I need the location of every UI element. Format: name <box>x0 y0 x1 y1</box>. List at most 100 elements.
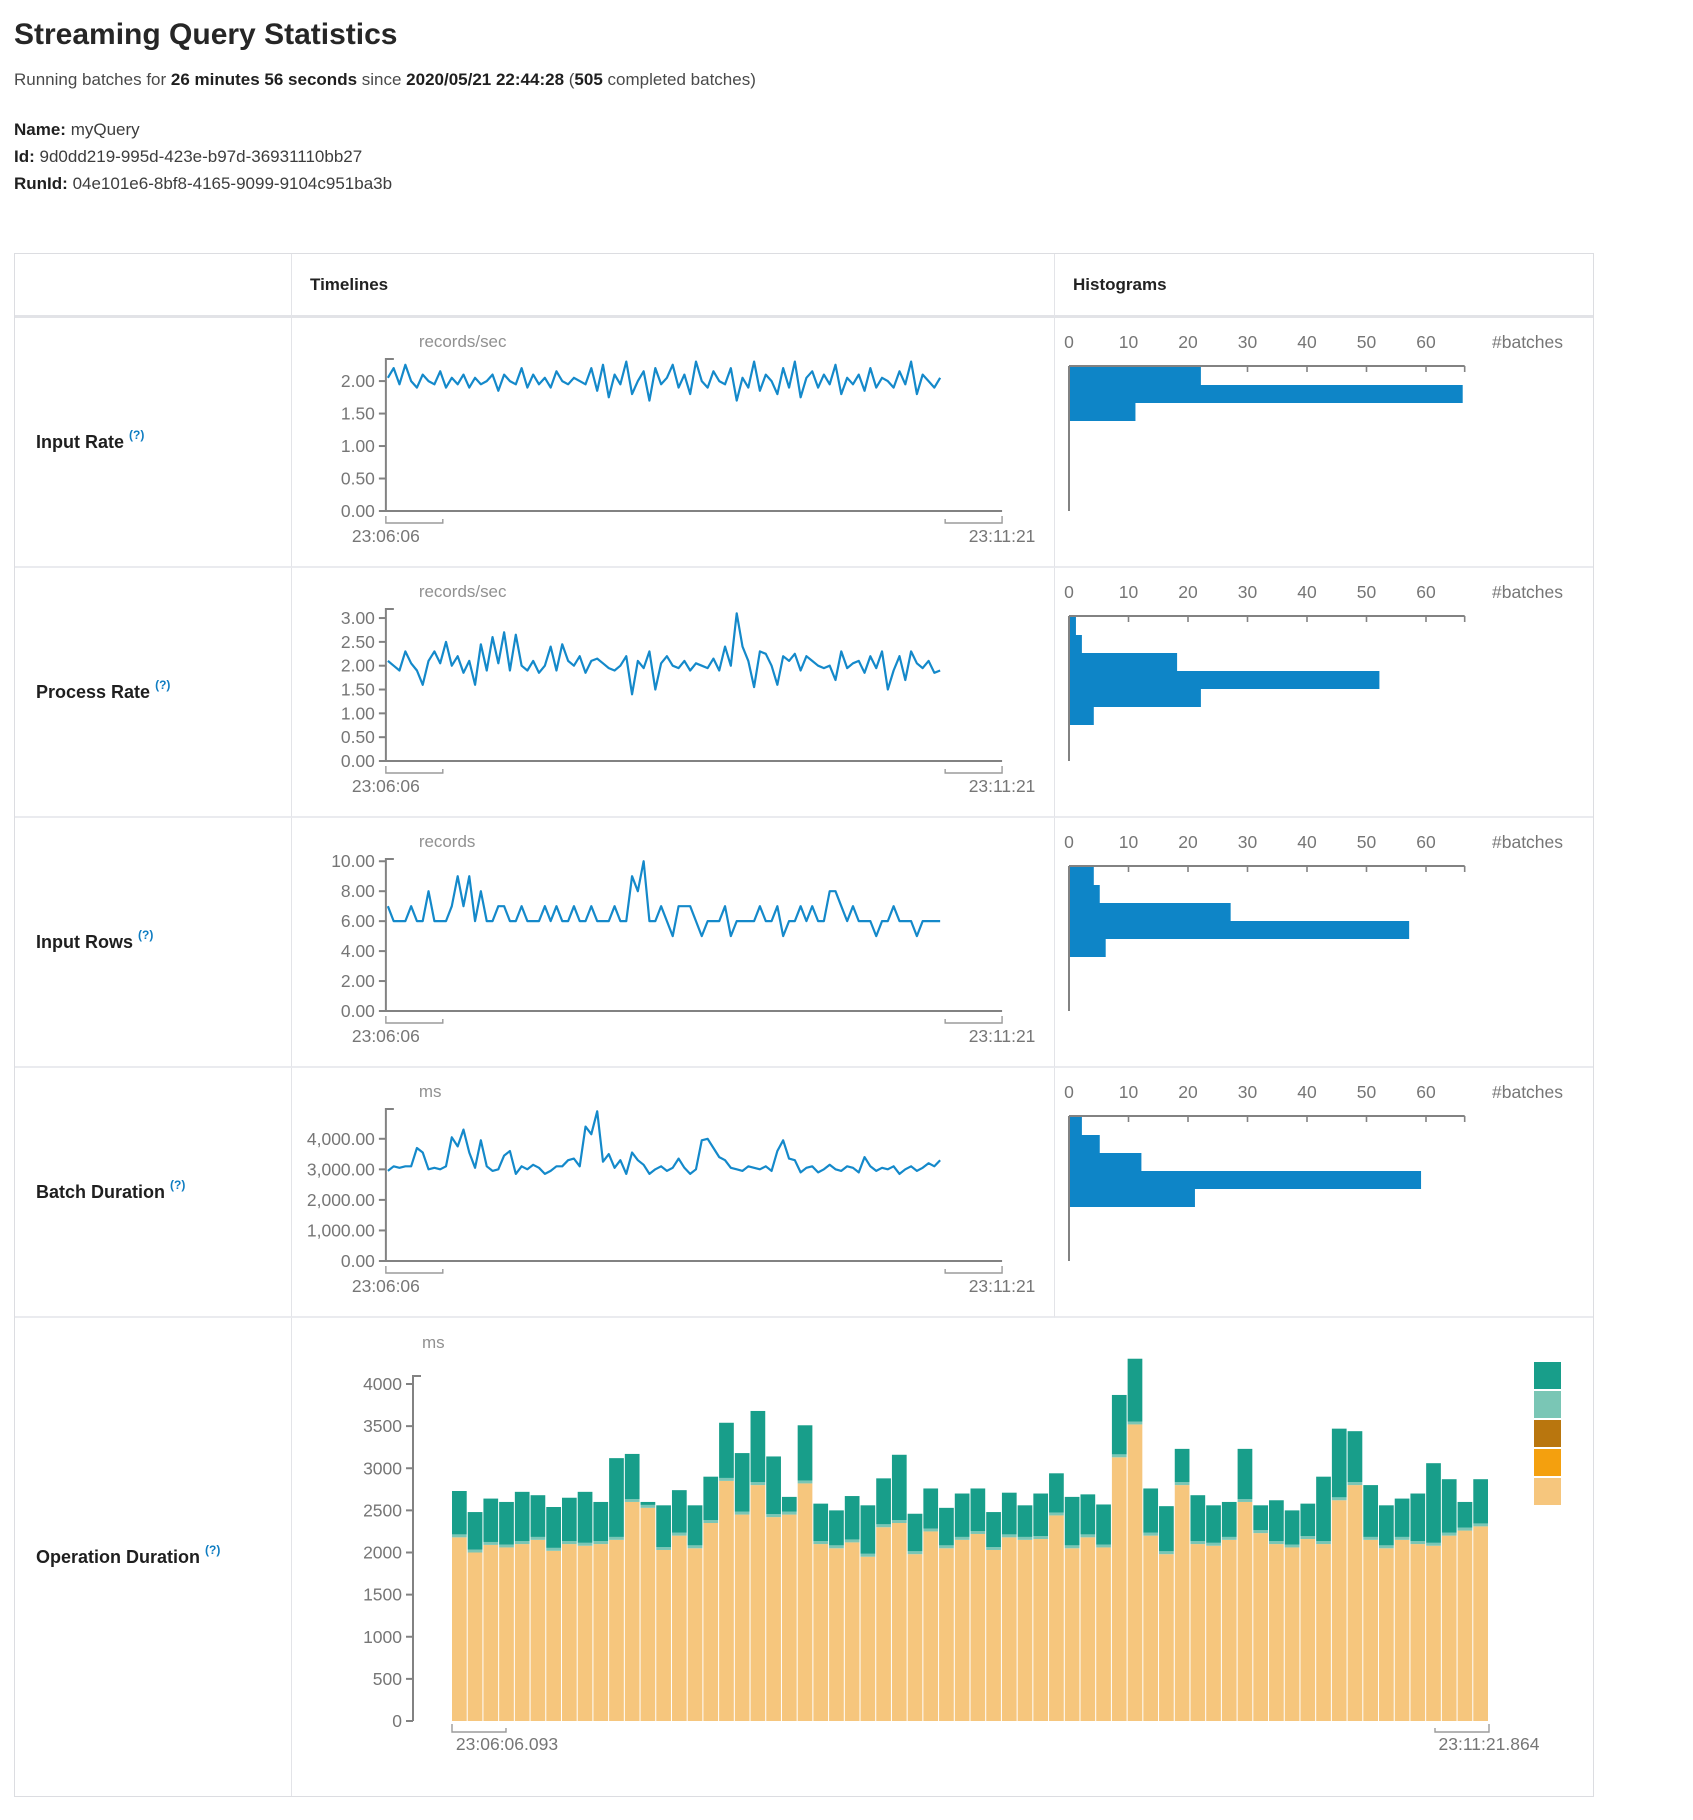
summary-duration: 26 minutes 56 seconds <box>170 70 358 89</box>
summary-paren-close: completed batches) <box>602 70 756 89</box>
svg-text:2.00: 2.00 <box>341 656 375 676</box>
query-name-line: Name: myQuery <box>14 116 1693 143</box>
svg-text:500: 500 <box>373 1669 402 1689</box>
batch-duration-timeline-chart: ms 0.00 1,000.00 2,000.00 3,000.00 4,000.00 23… <box>307 1082 1036 1296</box>
svg-text:0.00: 0.00 <box>341 1001 375 1021</box>
svg-text:#batches: #batches <box>1492 1082 1563 1102</box>
process-rate-help-icon[interactable]: (?) <box>155 678 171 692</box>
svg-text:3000: 3000 <box>363 1458 402 1478</box>
svg-text:23:06:06: 23:06:06 <box>352 526 420 546</box>
batch-duration-timeline-cell: ms 0.00 1,000.00 2,000.00 3,000.00 4,000.00 23… <box>292 1068 1055 1318</box>
svg-text:records/sec: records/sec <box>419 582 507 601</box>
svg-text:23:06:06.093: 23:06:06.093 <box>456 1734 558 1754</box>
query-runid-label: RunId: <box>14 174 68 193</box>
page-title: Streaming Query Statistics <box>14 18 398 51</box>
operation-duration-label: Operation Duration <box>36 1546 201 1567</box>
svg-text:2000: 2000 <box>363 1543 402 1563</box>
svg-text:20: 20 <box>1178 582 1198 602</box>
svg-text:1.00: 1.00 <box>341 436 375 456</box>
query-runid-value: 04e101e6-8bf8-4165-9099-9104c951ba3b <box>72 174 393 193</box>
svg-text:23:11:21: 23:11:21 <box>969 1026 1036 1046</box>
svg-text:0.00: 0.00 <box>341 1251 375 1271</box>
svg-text:2,000.00: 2,000.00 <box>307 1190 375 1210</box>
svg-text:60: 60 <box>1416 1082 1436 1102</box>
input-rate-timeline-chart: records/sec 0.00 0.50 1.00 1.50 2.00 23:06:06 2… <box>341 332 1036 546</box>
operation-duration-help-icon[interactable]: (?) <box>205 1543 221 1557</box>
svg-text:40: 40 <box>1297 582 1317 602</box>
svg-text:23:11:21.864: 23:11:21.864 <box>1439 1734 1540 1754</box>
svg-text:50: 50 <box>1357 582 1377 602</box>
row-label-operation-duration: Operation Duration (?) <box>15 1318 292 1796</box>
empty-header-cell <box>15 254 292 318</box>
svg-text:20: 20 <box>1178 832 1198 852</box>
svg-text:10: 10 <box>1119 832 1139 852</box>
svg-text:records: records <box>419 832 476 851</box>
svg-text:#batches: #batches <box>1492 332 1563 352</box>
process-rate-histogram-chart: 0 10 20 30 40 50 60 #batches <box>1064 582 1563 761</box>
input-rows-histogram-cell: 0 10 20 30 40 50 60 #batches <box>1055 818 1593 1068</box>
svg-text:30: 30 <box>1238 332 1258 352</box>
query-runid-line: RunId: 04e101e6-8bf8-4165-9099-9104c951b… <box>14 170 1693 197</box>
process-rate-timeline-chart: records/sec 0.00 0.50 1.00 1.50 2.00 2.50 3.00 2… <box>341 582 1035 796</box>
input-rows-timeline-chart: records 0.00 2.00 4.00 6.00 8.00 10.00 23:06:06… <box>331 832 1036 1046</box>
row-label-input-rows: Input Rows (?) <box>15 818 292 1068</box>
running-batches-summary: Running batches for 26 minutes 56 second… <box>14 70 1693 90</box>
svg-text:2500: 2500 <box>363 1500 402 1520</box>
svg-text:23:06:06: 23:06:06 <box>352 776 420 796</box>
svg-text:8.00: 8.00 <box>341 881 375 901</box>
input-rows-timeline-cell: records 0.00 2.00 4.00 6.00 8.00 10.00 23:06:06… <box>292 818 1055 1068</box>
svg-text:23:11:21: 23:11:21 <box>969 1276 1036 1296</box>
summary-mid: since <box>357 70 407 89</box>
operation-duration-legend-swatch <box>1534 1420 1561 1447</box>
svg-text:20: 20 <box>1178 1082 1198 1102</box>
svg-text:3500: 3500 <box>363 1416 402 1436</box>
operation-duration-stacked-chart: ms 0 500 1000 1500 2000 2500 3000 3500 4000 23:06:… <box>363 1333 1561 1754</box>
svg-text:50: 50 <box>1357 832 1377 852</box>
query-id-label: Id: <box>14 147 35 166</box>
query-info: Name: myQuery Id: 9d0dd219-995d-423e-b97… <box>14 116 1693 197</box>
query-id-line: Id: 9d0dd219-995d-423e-b97d-36931110bb27 <box>14 143 1693 170</box>
input-rows-help-icon[interactable]: (?) <box>138 928 154 942</box>
operation-duration-chart-cell: ms 0 500 1000 1500 2000 2500 3000 3500 4000 23:06:… <box>292 1318 1593 1796</box>
process-rate-timeline-cell: records/sec 0.00 0.50 1.00 1.50 2.00 2.50 3.00 2… <box>292 568 1055 818</box>
svg-text:2.50: 2.50 <box>341 632 375 652</box>
svg-text:40: 40 <box>1297 832 1317 852</box>
svg-text:4.00: 4.00 <box>341 941 375 961</box>
svg-text:10: 10 <box>1119 582 1139 602</box>
query-id-value: 9d0dd219-995d-423e-b97d-36931110bb27 <box>39 147 363 166</box>
svg-text:1.00: 1.00 <box>341 703 375 723</box>
svg-text:1.50: 1.50 <box>341 404 375 424</box>
svg-text:0.00: 0.00 <box>341 501 375 521</box>
svg-text:23:11:21: 23:11:21 <box>969 526 1036 546</box>
svg-text:60: 60 <box>1416 332 1436 352</box>
timelines-header: Timelines <box>292 254 1055 318</box>
svg-text:4000: 4000 <box>363 1374 402 1394</box>
histograms-header: Histograms <box>1055 254 1593 318</box>
batch-duration-help-icon[interactable]: (?) <box>170 1178 186 1192</box>
input-rows-label: Input Rows <box>36 931 133 952</box>
svg-text:ms: ms <box>422 1333 445 1352</box>
summary-completed-count: 505 <box>574 70 603 89</box>
svg-text:#batches: #batches <box>1492 582 1563 602</box>
svg-text:40: 40 <box>1297 1082 1317 1102</box>
input-rows-histogram-chart: 0 10 20 30 40 50 60 #batches <box>1064 832 1563 1011</box>
svg-text:0.50: 0.50 <box>341 469 375 489</box>
svg-text:30: 30 <box>1238 582 1258 602</box>
summary-since-timestamp: 2020/05/21 22:44:28 <box>406 70 565 89</box>
svg-text:23:06:06: 23:06:06 <box>352 1276 420 1296</box>
svg-text:10: 10 <box>1119 1082 1139 1102</box>
svg-text:6.00: 6.00 <box>341 911 375 931</box>
query-name-value: myQuery <box>70 120 140 139</box>
svg-text:ms: ms <box>419 1082 442 1101</box>
svg-text:50: 50 <box>1357 332 1377 352</box>
input-rate-timeline-cell: records/sec 0.00 0.50 1.00 1.50 2.00 23:06:06 2… <box>292 318 1055 568</box>
svg-text:10.00: 10.00 <box>331 851 375 871</box>
svg-text:3.00: 3.00 <box>341 608 375 628</box>
svg-text:0: 0 <box>1064 332 1074 352</box>
operation-duration-legend-swatch <box>1534 1362 1561 1389</box>
process-rate-label: Process Rate <box>36 681 151 702</box>
input-rate-help-icon[interactable]: (?) <box>129 428 145 442</box>
operation-duration-legend-swatch <box>1534 1478 1561 1505</box>
statistics-table: Timelines Histograms Input Rate (?) recor… <box>14 253 1594 1797</box>
